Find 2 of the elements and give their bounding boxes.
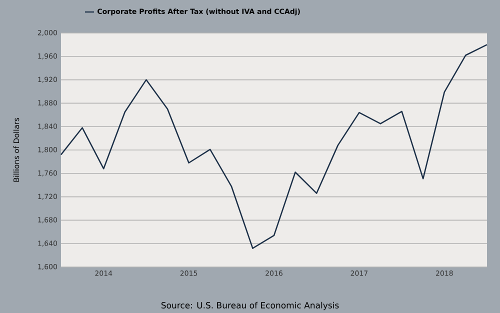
line-series: [60, 44, 488, 249]
source-note: Source: U.S. Bureau of Economic Analysis: [161, 302, 339, 310]
